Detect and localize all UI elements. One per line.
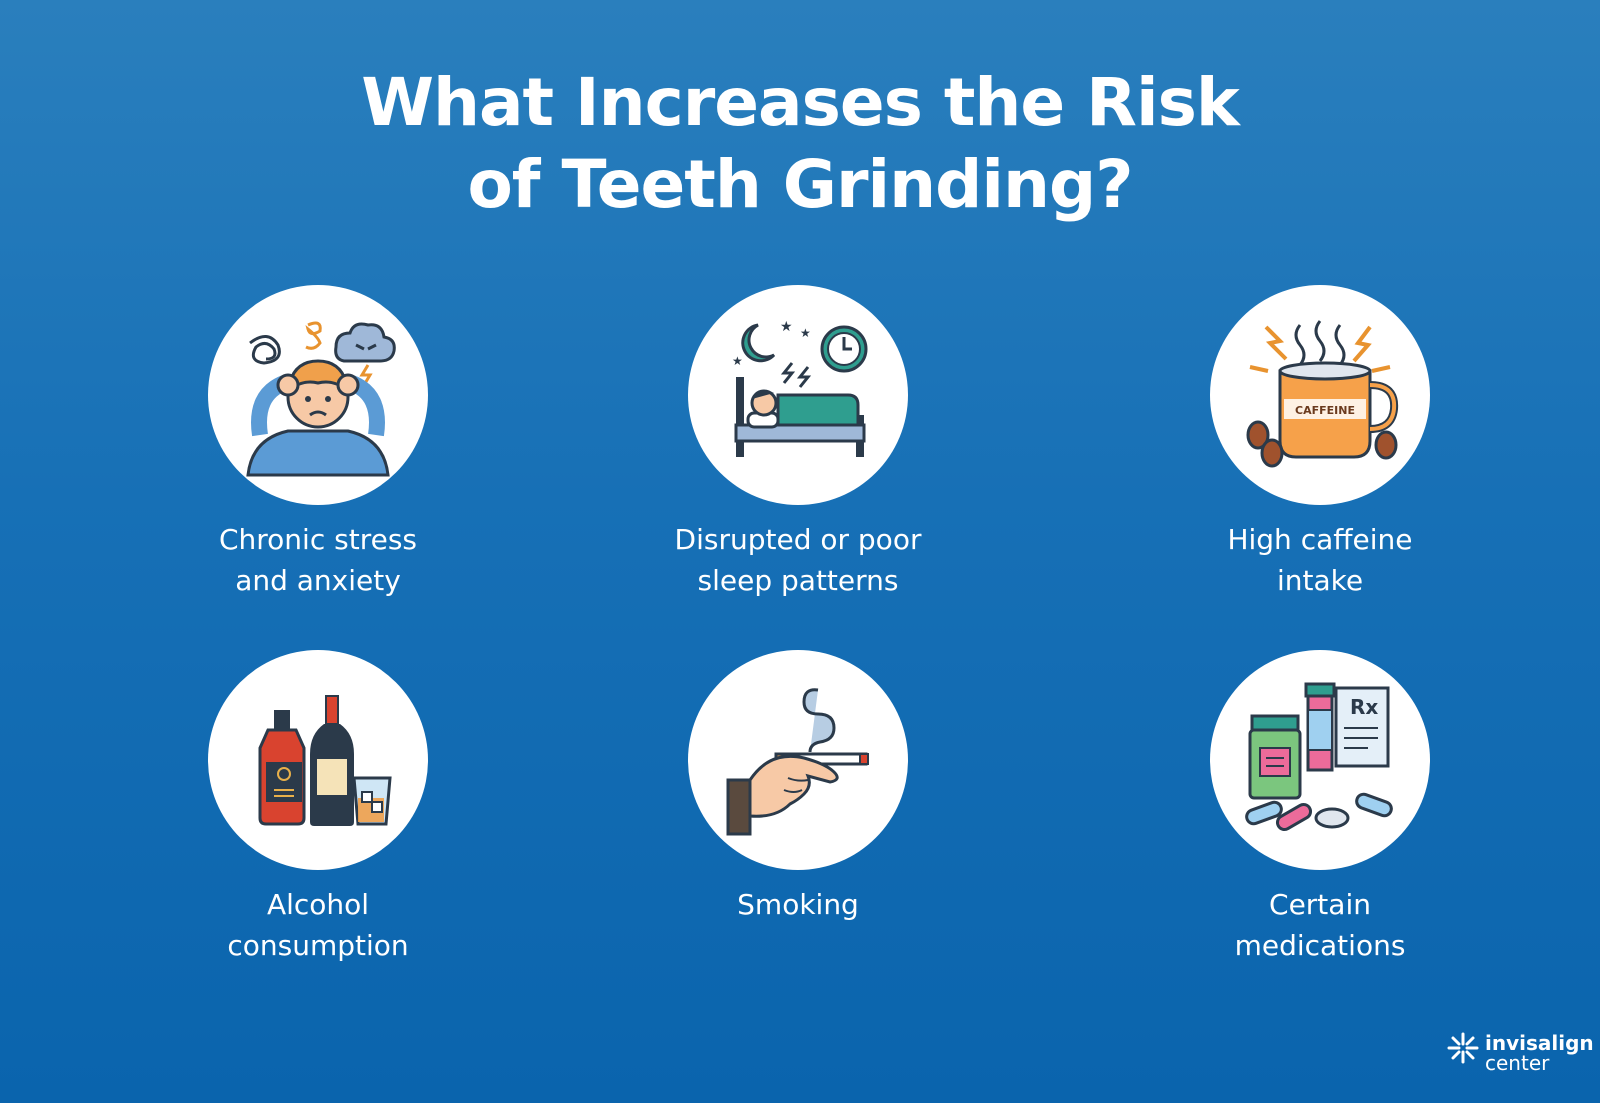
risk-label: Smoking	[618, 884, 978, 925]
risk-icon-circle: CAFFEINE	[1210, 285, 1430, 505]
risk-item-smoking: Smoking	[618, 650, 978, 925]
stressed-person-icon	[246, 321, 396, 477]
risk-icon-circle	[208, 650, 428, 870]
sleepless-bed-icon: ★ ★ ★	[732, 319, 868, 457]
risk-label-line-1: Smoking	[737, 888, 859, 921]
medications-icon: Rx	[1245, 682, 1393, 831]
risk-label-line-2: medications	[1234, 929, 1406, 962]
risk-icon-circle: ★ ★ ★	[688, 285, 908, 505]
sparkle-icon	[1447, 1032, 1479, 1064]
coffee-mug-icon: CAFFEINE	[1246, 320, 1399, 468]
risk-label-line-1: Chronic stress	[218, 523, 417, 556]
risk-item-medications: Rx Certain medications	[1140, 650, 1500, 966]
risk-icon-circle: Rx	[1210, 650, 1430, 870]
title-line-2: of Teeth Grinding?	[467, 146, 1133, 223]
risk-label-line-1: Disrupted or poor	[674, 523, 922, 556]
logo-word-primary: invisalign	[1485, 1031, 1594, 1055]
brand-logo: invisalign center	[1445, 1030, 1595, 1080]
cigarette-hand-icon	[726, 688, 869, 836]
risk-label-line-2: intake	[1276, 564, 1364, 597]
risk-label: Chronic stress and anxiety	[138, 519, 498, 601]
risk-icon-circle	[208, 285, 428, 505]
risk-label: Disrupted or poor sleep patterns	[618, 519, 978, 601]
rx-label: Rx	[1350, 695, 1378, 719]
risk-label-line-2: and anxiety	[235, 564, 401, 597]
title-line-1: What Increases the Risk	[361, 64, 1240, 141]
logo-word-secondary: center	[1485, 1051, 1550, 1075]
risk-label-line-1: Certain	[1269, 888, 1371, 921]
risk-label-line-1: Alcohol	[266, 888, 370, 921]
risk-item-sleep: ★ ★ ★ Disrupted or poor	[618, 285, 978, 601]
alcohol-bottles-icon	[258, 695, 392, 826]
svg-text:★: ★	[800, 326, 811, 340]
risk-icon-circle	[688, 650, 908, 870]
svg-text:★: ★	[780, 319, 793, 335]
risk-item-alcohol: Alcohol consumption	[138, 650, 498, 966]
risk-label-line-2: sleep patterns	[697, 564, 899, 597]
risk-label-line-2: consumption	[227, 929, 409, 962]
risk-item-caffeine: CAFFEINE High caffeine intake	[1140, 285, 1500, 601]
mug-label: CAFFEINE	[1295, 404, 1355, 417]
risk-label: High caffeine intake	[1140, 519, 1500, 601]
svg-text:★: ★	[732, 354, 743, 368]
page-title: What Increases the Risk of Teeth Grindin…	[0, 62, 1600, 226]
risk-label: Alcohol consumption	[138, 884, 498, 966]
risk-item-stress: Chronic stress and anxiety	[138, 285, 498, 601]
risk-label-line-1: High caffeine	[1227, 523, 1413, 556]
risk-label: Certain medications	[1140, 884, 1500, 966]
